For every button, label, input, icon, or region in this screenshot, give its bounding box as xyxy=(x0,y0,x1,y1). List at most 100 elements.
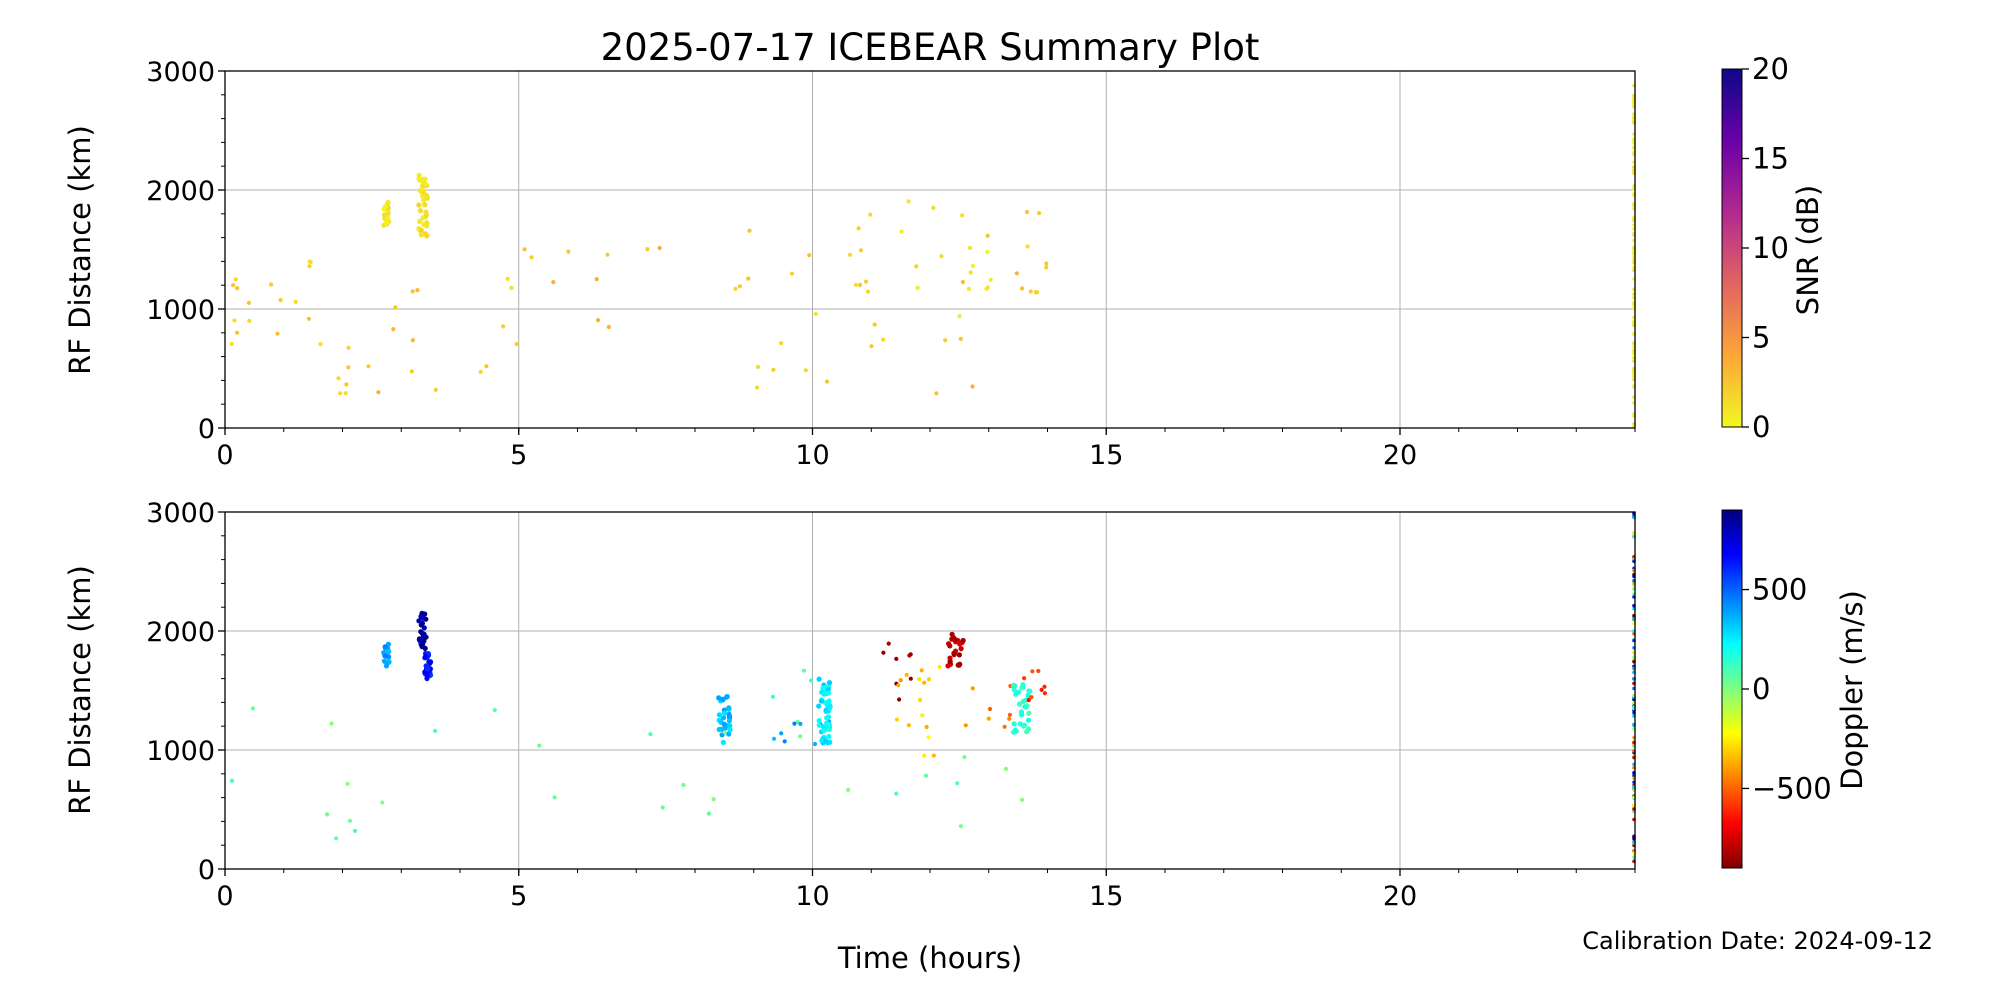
data-point xyxy=(947,659,953,665)
data-point xyxy=(595,318,601,323)
data-point xyxy=(726,718,733,724)
data-point xyxy=(231,283,236,288)
data-point xyxy=(931,205,936,210)
data-point xyxy=(824,379,830,384)
data-point xyxy=(716,712,723,718)
data-point xyxy=(720,697,726,703)
data-point xyxy=(275,331,280,336)
x-tick-label: 15 xyxy=(1089,881,1123,912)
colorbar-tick-label: 5 xyxy=(1752,321,1770,355)
data-point xyxy=(416,202,422,208)
data-point xyxy=(1025,726,1032,732)
data-point xyxy=(720,739,727,746)
data-point xyxy=(336,376,341,381)
x-tick-label: 5 xyxy=(510,881,527,912)
data-point xyxy=(1019,685,1025,691)
x-tick-label: 5 xyxy=(510,440,527,471)
data-point xyxy=(418,227,424,233)
data-point xyxy=(755,364,761,369)
data-point xyxy=(962,755,967,760)
data-point xyxy=(410,338,415,343)
data-point xyxy=(924,724,929,730)
data-point xyxy=(1013,728,1019,734)
data-point xyxy=(391,327,396,332)
data-point xyxy=(346,365,351,370)
data-point xyxy=(826,726,832,733)
data-point xyxy=(960,279,966,285)
data-point xyxy=(863,279,869,284)
data-point xyxy=(720,715,727,721)
snr-axis-ticks: 0 5 10 15 20 0 1000 2000 3000 xyxy=(146,57,1636,471)
data-point xyxy=(250,706,256,711)
data-point xyxy=(343,391,348,396)
data-point xyxy=(951,650,957,656)
data-point xyxy=(943,338,948,343)
doppler-scatter-points xyxy=(229,511,1636,864)
data-point xyxy=(484,364,489,369)
data-point xyxy=(934,391,939,396)
data-point xyxy=(824,715,830,721)
data-point xyxy=(1020,797,1025,803)
data-point xyxy=(919,668,924,673)
data-point xyxy=(325,812,330,817)
data-point xyxy=(347,818,352,823)
data-point xyxy=(422,202,428,208)
data-point xyxy=(958,646,964,652)
data-point xyxy=(727,723,733,729)
data-point xyxy=(960,213,965,218)
data-point xyxy=(385,199,391,205)
data-point xyxy=(409,369,414,374)
data-point xyxy=(920,713,925,718)
data-point xyxy=(334,836,339,841)
data-point xyxy=(552,795,557,800)
doppler-colorbar-ticks: −500 0 500 xyxy=(1742,573,1832,805)
data-point xyxy=(1003,766,1009,772)
data-point xyxy=(958,824,964,829)
data-point xyxy=(551,280,556,285)
data-point xyxy=(417,218,423,224)
data-point xyxy=(501,324,506,329)
data-point xyxy=(816,718,822,724)
data-point xyxy=(681,782,686,788)
snr-plot-frame xyxy=(224,70,1636,429)
data-point xyxy=(967,245,973,250)
data-point xyxy=(907,653,912,658)
data-point xyxy=(1012,683,1018,689)
data-point xyxy=(963,723,968,728)
data-point xyxy=(957,641,963,647)
data-point xyxy=(416,172,422,178)
data-point xyxy=(1016,701,1023,707)
data-point xyxy=(957,661,963,667)
data-point xyxy=(853,282,858,287)
data-point xyxy=(716,726,722,733)
data-point xyxy=(926,735,931,740)
data-point xyxy=(1025,717,1032,723)
data-point xyxy=(376,390,381,395)
data-point xyxy=(382,644,388,650)
data-point xyxy=(233,277,238,282)
data-point xyxy=(423,616,429,622)
colorbar-tick-label: 0 xyxy=(1752,410,1770,444)
x-tick-label: 15 xyxy=(1089,440,1123,471)
snr-colorbar-ticks: 0 5 10 15 20 xyxy=(1742,52,1789,444)
data-point xyxy=(418,232,424,238)
data-point xyxy=(771,367,776,372)
data-point xyxy=(826,680,833,686)
y-tick-label: 3000 xyxy=(146,57,215,88)
data-point xyxy=(922,680,927,685)
data-point xyxy=(886,641,891,646)
data-point xyxy=(1022,704,1028,710)
data-point xyxy=(898,678,903,683)
doppler-gridlines xyxy=(224,511,1635,870)
doppler-colorbar xyxy=(1721,509,1743,869)
data-point xyxy=(306,316,311,321)
data-point xyxy=(947,643,953,649)
data-point xyxy=(417,638,423,644)
data-point xyxy=(318,342,323,347)
data-point xyxy=(410,289,415,294)
x-tick-label: 10 xyxy=(795,881,829,912)
data-point xyxy=(827,739,833,745)
data-point xyxy=(798,721,803,727)
data-point xyxy=(229,778,235,783)
data-point xyxy=(908,676,913,681)
